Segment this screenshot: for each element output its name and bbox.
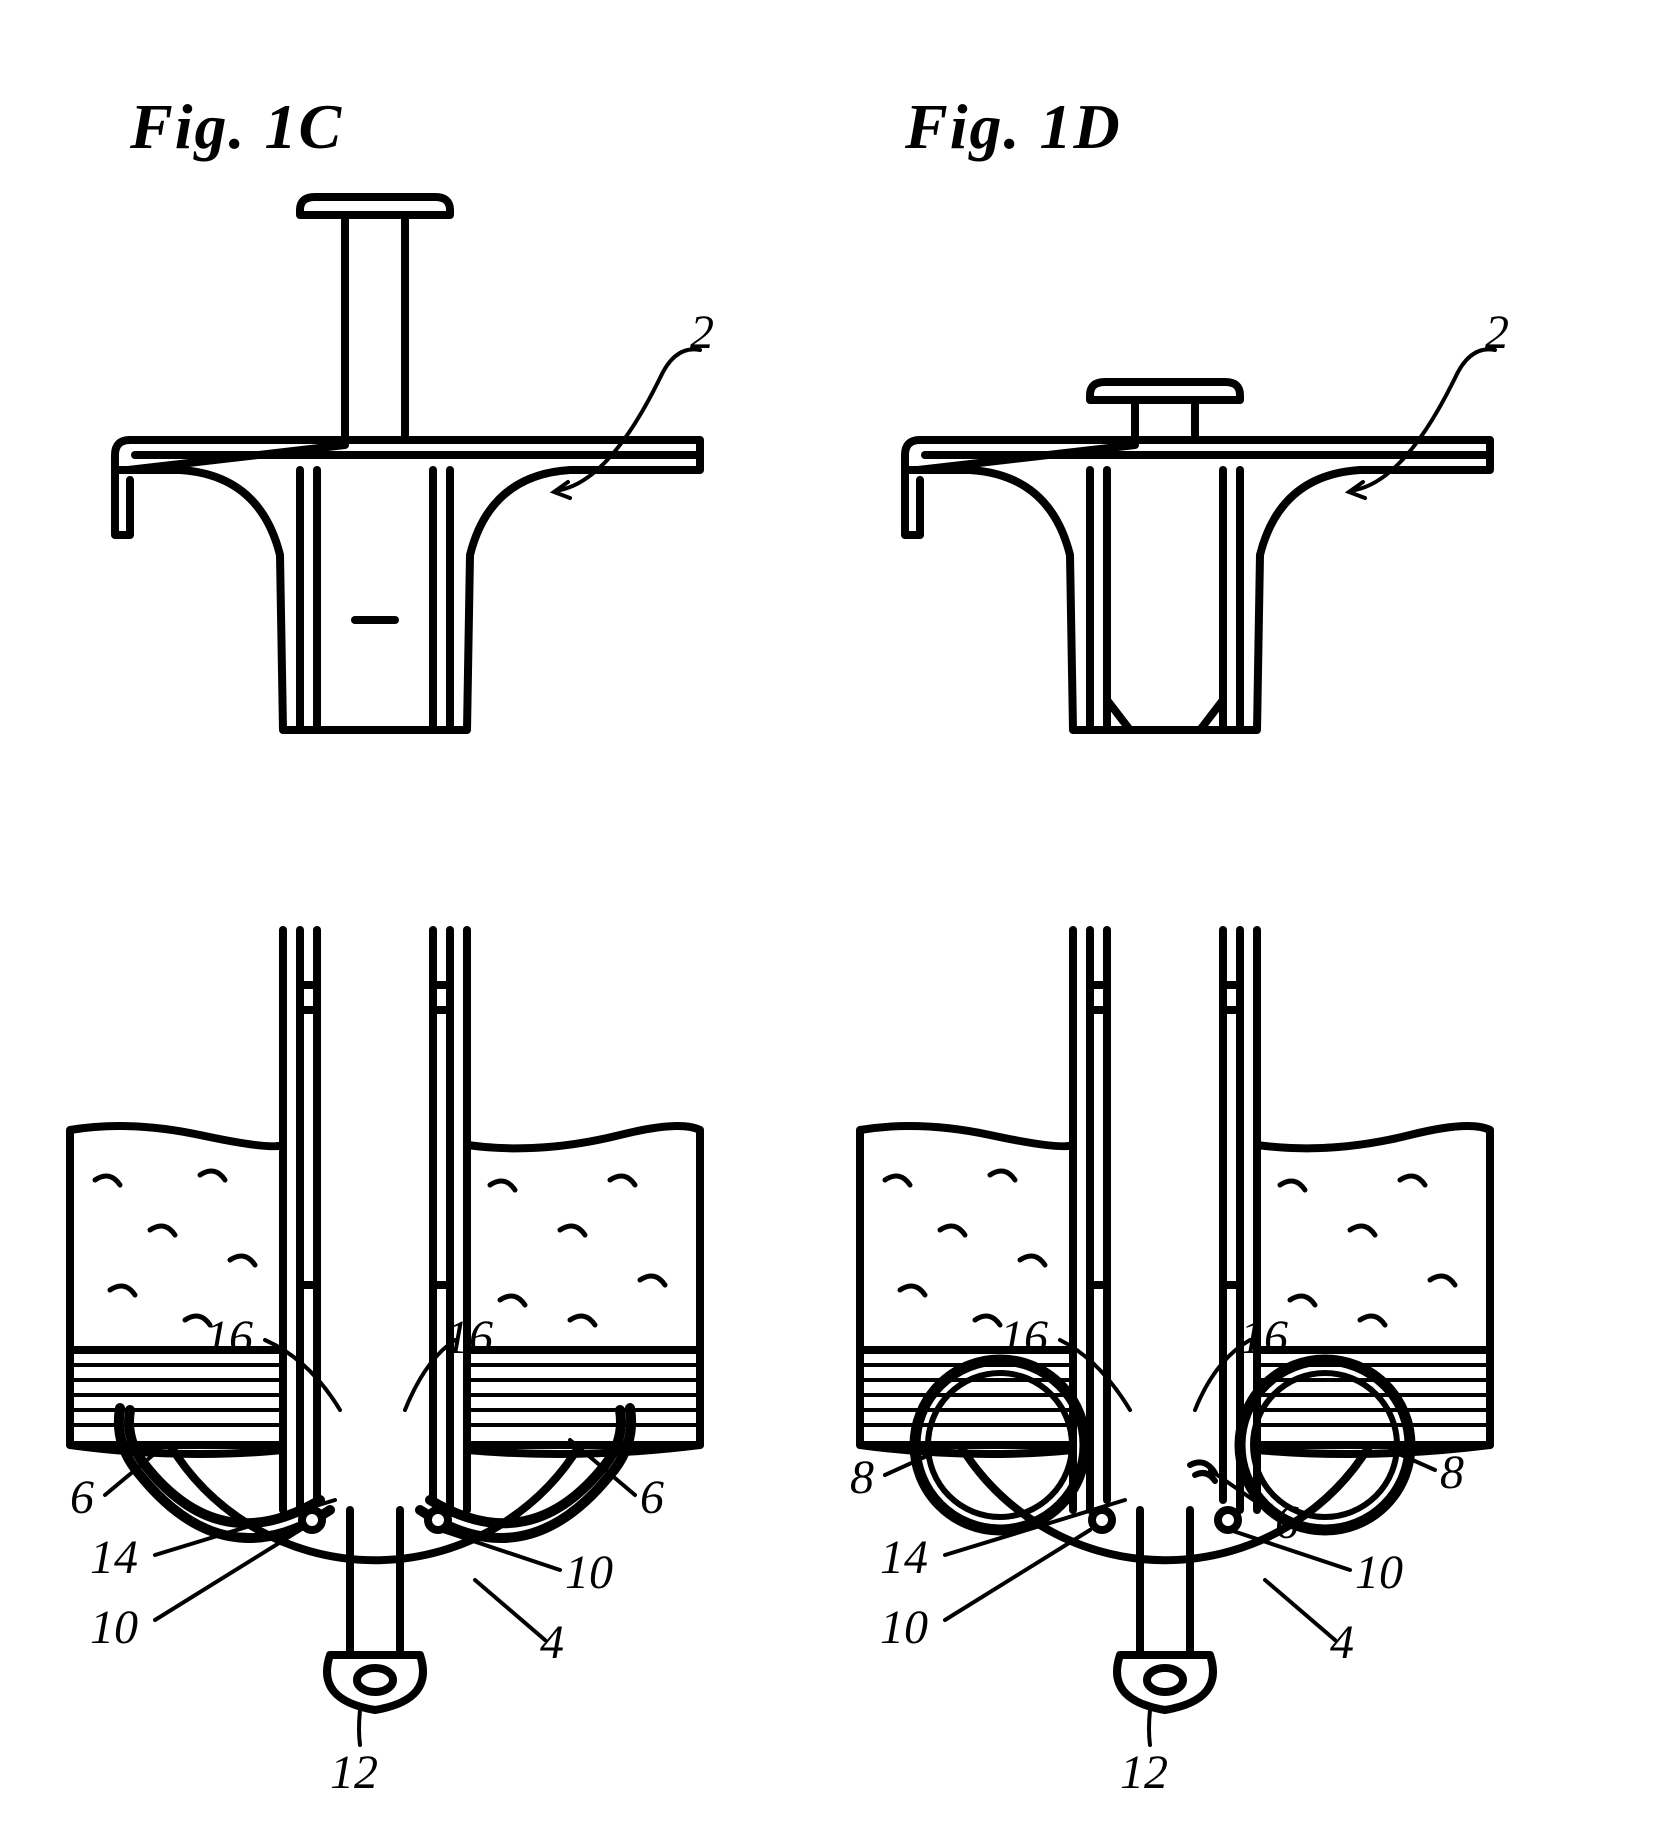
callout-10-right-b: 10 [1355, 1545, 1403, 1600]
callout-6-left-a: 6 [70, 1470, 94, 1525]
callout-4-right: 4 [1330, 1615, 1354, 1670]
callout-16-right-b: 16 [1240, 1310, 1288, 1365]
callout-16-left-b: 16 [445, 1310, 493, 1365]
callout-6-right: 6 [1275, 1495, 1299, 1550]
patent-figure-page: Fig. 1C Fig. 1D [0, 0, 1662, 1845]
callout-14-left: 14 [90, 1530, 138, 1585]
callout-14-right: 14 [880, 1530, 928, 1585]
callout-10-right-a: 10 [880, 1600, 928, 1655]
callout-10-left-a: 10 [90, 1600, 138, 1655]
callout-8-right-b: 8 [1440, 1445, 1464, 1500]
callout-2-right: 2 [1485, 305, 1509, 360]
callout-12-right: 12 [1120, 1745, 1168, 1800]
callout-4-left: 4 [540, 1615, 564, 1670]
callout-6-left-b: 6 [640, 1470, 664, 1525]
callout-8-right-a: 8 [850, 1450, 874, 1505]
callout-16-left-a: 16 [205, 1310, 253, 1365]
callout-leaders [0, 0, 1662, 1845]
callout-10-left-b: 10 [565, 1545, 613, 1600]
callout-12-left: 12 [330, 1745, 378, 1800]
callout-2-left: 2 [690, 305, 714, 360]
callout-16-right-a: 16 [1000, 1310, 1048, 1365]
